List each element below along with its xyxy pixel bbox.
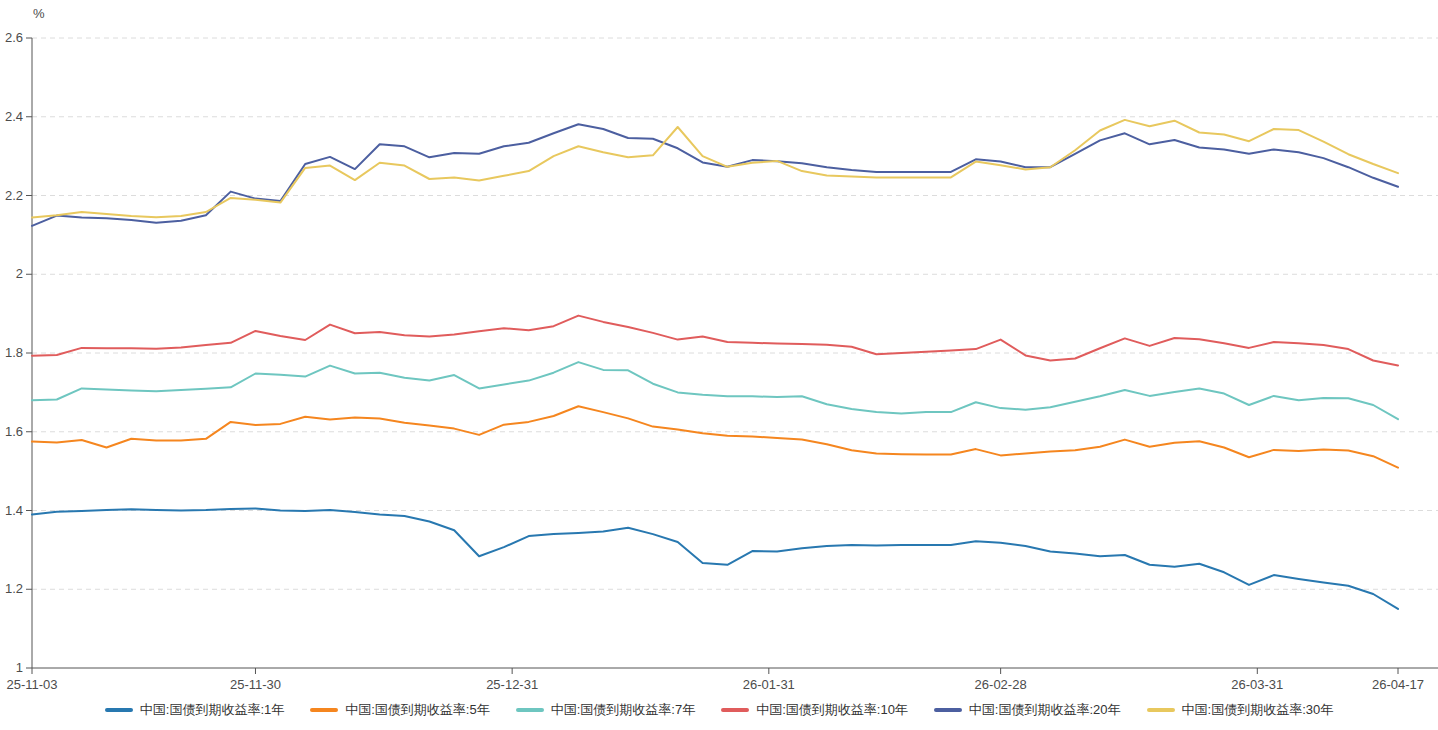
y-tick-label: 1.2 bbox=[5, 581, 23, 596]
legend-swatch bbox=[310, 708, 338, 712]
legend-label: 中国:国债到期收益率:10年 bbox=[756, 701, 908, 719]
y-tick-label: 1.8 bbox=[5, 345, 23, 360]
legend-item-5[interactable]: 中国:国债到期收益率:20年 bbox=[934, 701, 1121, 719]
y-tick-label: 2.6 bbox=[5, 30, 23, 45]
legend-swatch bbox=[934, 708, 962, 712]
legend-item-4[interactable]: 中国:国债到期收益率:10年 bbox=[721, 701, 908, 719]
y-tick-label: 2 bbox=[16, 266, 23, 281]
legend-swatch bbox=[516, 708, 544, 712]
series-line-1 bbox=[32, 509, 1398, 609]
y-axis-unit-label: % bbox=[33, 6, 45, 21]
x-tick-label: 26-04-17 bbox=[1372, 677, 1424, 692]
y-tick-label: 1.4 bbox=[5, 503, 23, 518]
plot-area: 1 1.2 1.4 1.6 1.8 2 2.2 2.4 2.6 25-11-03 25-11-30 2… bbox=[0, 0, 1438, 698]
chart-legend: 中国:国债到期收益率:1年 中国:国债到期收益率:5年 中国:国债到期收益率:7年 中… bbox=[0, 701, 1438, 719]
x-tick-label: 25-11-30 bbox=[230, 677, 281, 692]
x-tick-label: 26-02-28 bbox=[975, 677, 1027, 692]
y-tick-label: 1 bbox=[16, 660, 23, 675]
legend-label: 中国:国债到期收益率:5年 bbox=[345, 701, 489, 719]
series-line-6 bbox=[32, 120, 1398, 218]
series-line-4 bbox=[32, 316, 1398, 366]
y-tick-label: 2.2 bbox=[5, 188, 23, 203]
x-tick-label: 25-12-31 bbox=[486, 677, 538, 692]
legend-swatch bbox=[721, 708, 749, 712]
y-tick-label: 1.6 bbox=[5, 424, 23, 439]
series-line-3 bbox=[32, 362, 1398, 419]
legend-label: 中国:国债到期收益率:1年 bbox=[140, 701, 284, 719]
legend-swatch bbox=[1147, 708, 1175, 712]
legend-label: 中国:国债到期收益率:20年 bbox=[969, 701, 1121, 719]
series-line-5 bbox=[32, 124, 1398, 226]
y-tick-label: 2.4 bbox=[5, 109, 23, 124]
x-tick-label: 26-03-31 bbox=[1231, 677, 1283, 692]
x-tick-label: 25-11-03 bbox=[6, 677, 57, 692]
legend-label: 中国:国债到期收益率:30年 bbox=[1182, 701, 1334, 719]
legend-item-2[interactable]: 中国:国债到期收益率:5年 bbox=[310, 701, 489, 719]
series-line-2 bbox=[32, 406, 1398, 467]
legend-item-6[interactable]: 中国:国债到期收益率:30年 bbox=[1147, 701, 1334, 719]
legend-swatch bbox=[105, 708, 133, 712]
bond-yield-chart: % 1 1.2 1.4 1.6 1.8 2 2.2 2.4 2.6 25-11-03 25-11-3… bbox=[0, 0, 1438, 730]
legend-item-1[interactable]: 中国:国债到期收益率:1年 bbox=[105, 701, 284, 719]
legend-item-3[interactable]: 中国:国债到期收益率:7年 bbox=[516, 701, 695, 719]
x-tick-label: 26-01-31 bbox=[743, 677, 795, 692]
legend-label: 中国:国债到期收益率:7年 bbox=[551, 701, 695, 719]
